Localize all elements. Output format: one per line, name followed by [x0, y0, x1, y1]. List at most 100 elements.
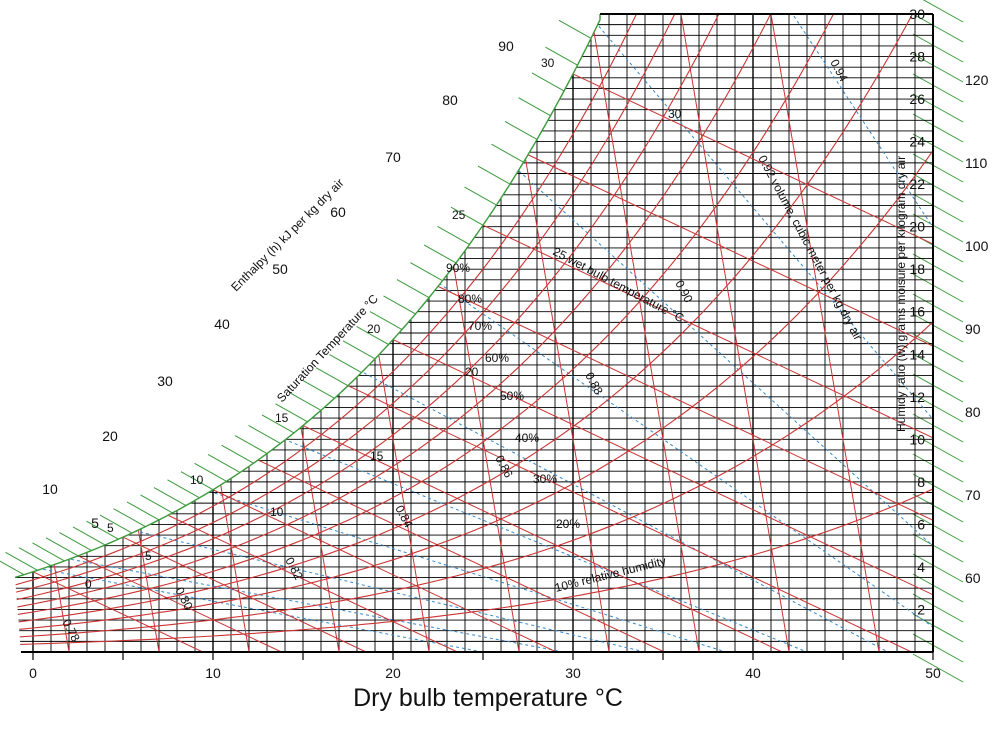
- enthalpy-tick: [912, 173, 964, 203]
- enthalpy-tick: [912, 73, 964, 103]
- saturation-tick-label: 20: [367, 322, 381, 336]
- relative-humidity-label: 70%: [468, 319, 492, 333]
- enthalpy-tick: [912, 293, 964, 323]
- saturation-tick-label: 15: [275, 411, 289, 425]
- enthalpy-tick: [912, 413, 964, 443]
- relative-humidity-curve: [15, 14, 682, 593]
- enthalpy-tick: [922, 0, 964, 23]
- wet-bulb-line: [167, 514, 458, 652]
- relative-humidity-label: 90%: [446, 261, 470, 275]
- enthalpy-tick: [464, 186, 497, 206]
- enthalpy-tick: [356, 326, 389, 345]
- enthalpy-tick: [491, 143, 524, 163]
- enthalpy-tick: [315, 367, 349, 387]
- enthalpy-dotted-line: [104, 523, 646, 652]
- enthalpy-right-tick-label: 70: [965, 487, 981, 503]
- wet-bulb-line: [302, 425, 783, 652]
- enthalpy-tick: [423, 244, 457, 264]
- enthalpy-tick: [912, 473, 964, 503]
- enthalpy-tick: [194, 462, 227, 482]
- enthalpy-tick: [912, 313, 964, 343]
- relative-humidity-curve: [15, 14, 646, 586]
- enthalpy-tick: [221, 444, 254, 464]
- enthalpy-right-tick-label: 120: [965, 72, 989, 88]
- volume-line: [770, 14, 880, 652]
- enthalpy-right-tick-label: 80: [965, 404, 981, 420]
- humidity-ratio-tick-label: 18: [909, 261, 925, 277]
- wet-bulb-tick-label: 20: [465, 365, 479, 379]
- enthalpy-tick: [912, 113, 964, 143]
- humidity-ratio-tick-label: 20: [909, 219, 925, 235]
- enthalpy-tick: [912, 213, 964, 243]
- x-tick-label: 40: [745, 665, 761, 681]
- enthalpy-tick-label: 60: [330, 204, 346, 220]
- enthalpy-tick: [18, 547, 52, 567]
- enthalpy-tick: [912, 393, 964, 423]
- humidity-ratio-tick-label: 4: [917, 559, 925, 575]
- enthalpy-dotted-line: [671, 14, 933, 652]
- enthalpy-tick-label: 40: [214, 316, 230, 332]
- enthalpy-tick: [45, 537, 79, 557]
- enthalpy-tick: [342, 340, 376, 360]
- enthalpy-tick-label: 30: [157, 373, 173, 389]
- enthalpy-tick-label: 5: [91, 515, 99, 531]
- enthalpy-tick-label: 90: [498, 38, 514, 54]
- wet-bulb-tick-label: 15: [370, 449, 384, 463]
- enthalpy-tick: [912, 653, 964, 683]
- enthalpy-tick: [545, 46, 578, 66]
- enthalpy-tick: [59, 532, 92, 551]
- x-tick-label: 30: [565, 665, 581, 681]
- enthalpy-tick: [383, 295, 416, 315]
- humidity-ratio-tick-label: 22: [909, 176, 925, 192]
- humidity-ratio-tick-label: 2: [917, 601, 925, 617]
- relative-humidity-curve: [15, 14, 916, 623]
- x-tick-label: 50: [925, 665, 941, 681]
- enthalpy-dotted-line: [266, 431, 808, 652]
- relative-humidity-label: 40%: [515, 431, 539, 445]
- enthalpy-tick: [504, 121, 538, 140]
- volume-line: [590, 14, 700, 652]
- enthalpy-right-tick-label: 60: [965, 570, 981, 586]
- saturation-tick-label: 30: [541, 56, 555, 70]
- relative-humidity-label: 20%: [556, 517, 580, 531]
- enthalpy-tick: [912, 133, 964, 163]
- enthalpy-tick-label: 10: [42, 481, 58, 497]
- enthalpy-tick: [167, 479, 200, 499]
- enthalpy-tick-marks: [0, 0, 964, 683]
- x-tick-label: 20: [385, 665, 401, 681]
- enthalpy-tick-label: 50: [272, 261, 288, 277]
- enthalpy-tick: [72, 526, 106, 546]
- enthalpy-tick: [518, 97, 551, 117]
- enthalpy-tick: [912, 333, 964, 363]
- enthalpy-tick: [140, 494, 173, 514]
- relative-humidity-curve: [15, 488, 933, 646]
- enthalpy-tick: [912, 373, 964, 403]
- saturation-tick-label: 10: [190, 473, 204, 487]
- enthalpy-tick: [912, 613, 964, 643]
- enthalpy-tick: [477, 165, 511, 185]
- enthalpy-tick: [86, 520, 119, 540]
- humidity-ratio-axis-label: Humidy ratio (w) grams moisure per kilog…: [894, 156, 908, 432]
- humidity-ratio-tick-label: 8: [917, 474, 925, 490]
- enthalpy-tick: [912, 433, 964, 463]
- saturation-axis-label: Saturation Temperature °C: [274, 291, 381, 405]
- enthalpy-tick: [410, 262, 443, 282]
- wet-bulb-line: [257, 459, 665, 652]
- enthalpy-dotted-line: [590, 16, 933, 652]
- enthalpy-tick: [234, 435, 268, 454]
- enthalpy-tick: [126, 501, 160, 521]
- enthalpy-right-tick-label: 100: [965, 238, 989, 254]
- enthalpy-tick: [912, 553, 964, 583]
- saturation-tick-label: 0: [85, 577, 92, 591]
- humidity-ratio-tick-label: 24: [909, 134, 925, 150]
- enthalpy-tick-label: 80: [442, 92, 458, 108]
- x-tick-label: 0: [29, 665, 37, 681]
- wet-bulb-line: [122, 536, 367, 652]
- wet-bulb-line: [77, 555, 282, 652]
- enthalpy-tick: [248, 425, 281, 444]
- humidity-ratio-tick-label: 16: [909, 304, 925, 320]
- wet-bulb-line: [482, 224, 933, 652]
- relative-humidity-curve: [15, 14, 727, 601]
- enthalpy-tick-label: 70: [385, 149, 401, 165]
- saturation-curve: [14, 14, 601, 579]
